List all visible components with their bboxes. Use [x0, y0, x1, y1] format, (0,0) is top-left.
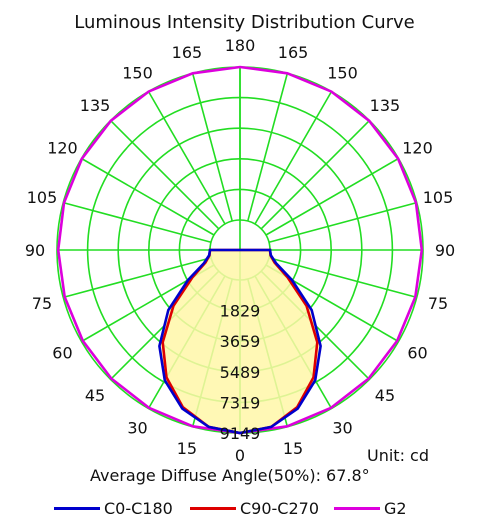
grid-spoke-75 [268, 256, 417, 299]
grid-spoke-165 [246, 73, 289, 222]
radial-tick-label-9149: 9149 [220, 424, 261, 443]
angle-label-left-45: 45 [85, 386, 105, 405]
angle-label-right-120: 120 [402, 139, 433, 158]
grid-spoke-195 [191, 73, 234, 222]
angle-label-right-105: 105 [423, 188, 454, 207]
angle-label-right-90: 90 [435, 241, 455, 260]
angle-label-left-150: 150 [122, 63, 153, 82]
radial-tick-label-7319: 7319 [220, 393, 261, 412]
legend-item-c0-c180: C0-C180 [54, 496, 173, 520]
legend-item-c90-c270: C90-C270 [190, 496, 319, 520]
angle-label-left-0: 0 [235, 446, 245, 465]
angle-labels: 0 15 30 45 60 75 90 105 120 135 150 165 180 15 30 45 60 7… [25, 36, 455, 465]
grid-spoke-255 [63, 201, 212, 244]
grid-spoke-240 [81, 157, 215, 236]
angle-label-right-60: 60 [407, 344, 427, 363]
grid-spoke-285 [63, 256, 212, 299]
unit-label: Unit: cd [367, 446, 429, 465]
radial-tick-label-5489: 5489 [220, 363, 261, 382]
legend-label-c90-c270: C90-C270 [240, 498, 320, 518]
angle-label-left-135: 135 [80, 96, 111, 115]
angle-label-left-165: 165 [172, 43, 203, 62]
angle-label-right-165: 165 [278, 43, 309, 62]
radial-tick-label-1829: 1829 [220, 302, 261, 321]
grid-spoke-210 [147, 91, 226, 225]
curve-c0-c180 [158, 248, 322, 435]
angle-label-right-135: 135 [370, 96, 401, 115]
legend-swatch-g2 [334, 506, 380, 510]
legend-swatch-c0-c180 [54, 506, 100, 510]
lobe-highlight [159, 250, 321, 433]
angle-label-left-180: 180 [225, 36, 256, 55]
radial-tick-labels: 1829 3659 5489 7319 9149 [220, 302, 261, 443]
curves [56, 65, 424, 435]
legend-item-g2: G2 [334, 496, 407, 520]
angle-label-right-30: 30 [332, 419, 352, 438]
legend-swatch-c90-c270 [190, 506, 236, 510]
curve-g2 [56, 65, 424, 435]
chart-title: Luminous Intensity Distribution Curve [74, 12, 415, 33]
highlight-layer [159, 250, 321, 433]
angle-label-right-150: 150 [327, 63, 358, 82]
grid-spoke-225 [110, 120, 220, 230]
angle-label-right-75: 75 [428, 294, 448, 313]
angle-label-left-120: 120 [47, 139, 78, 158]
angle-label-left-60: 60 [52, 344, 72, 363]
diffuse-angle-label: Average Diffuse Angle(50%): 67.8° [90, 466, 370, 485]
grid-spoke-105 [268, 201, 417, 244]
legend-label-c0-c180: C0-C180 [104, 498, 173, 518]
grid-spoke-150 [254, 91, 333, 225]
grid-spoke-120 [265, 157, 399, 236]
angle-label-left-15: 15 [177, 439, 197, 458]
angle-label-left-90: 90 [25, 241, 45, 260]
angle-label-right-15: 15 [283, 439, 303, 458]
legend-label-g2: G2 [384, 498, 407, 518]
legend: C0-C180 C90-C270 G2 [0, 496, 489, 520]
angle-label-left-105: 105 [27, 188, 58, 207]
angle-label-right-45: 45 [375, 386, 395, 405]
angle-label-left-75: 75 [32, 294, 52, 313]
angle-label-left-30: 30 [127, 419, 147, 438]
grid-spoke-135 [260, 120, 370, 230]
radial-tick-label-3659: 3659 [220, 332, 261, 351]
